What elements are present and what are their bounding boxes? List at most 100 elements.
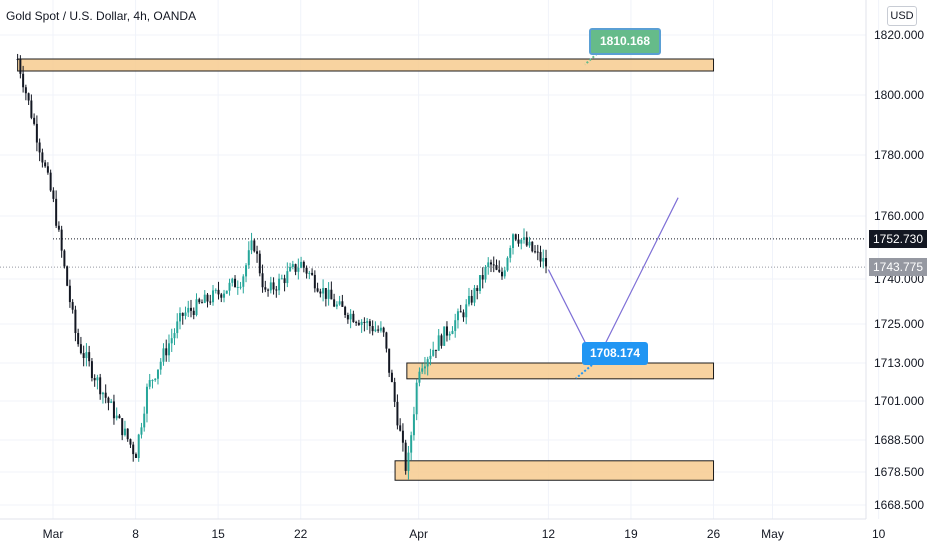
callout-pointer-1810 xyxy=(584,50,601,66)
candle-body xyxy=(234,278,237,288)
candle-body xyxy=(360,321,363,325)
candle-body xyxy=(341,301,344,307)
zone-0[interactable] xyxy=(17,58,715,72)
callout-1810[interactable]: 1810.168 xyxy=(589,28,661,55)
candle-body xyxy=(201,302,204,304)
candle-body xyxy=(154,378,157,381)
price-tick-label: 1725.000 xyxy=(874,317,925,331)
candle-body xyxy=(225,290,228,294)
candle-body xyxy=(239,286,242,288)
candle-body xyxy=(344,306,347,315)
candle-body xyxy=(99,377,102,395)
candle-body xyxy=(294,264,297,272)
candle-body xyxy=(272,282,275,290)
candle-body xyxy=(167,343,170,356)
candle-body xyxy=(134,454,137,458)
candle-body xyxy=(512,234,515,249)
candle-body xyxy=(377,329,380,331)
candle-body xyxy=(159,361,162,370)
candle-body xyxy=(300,261,303,268)
candle-body xyxy=(60,229,63,251)
candle-body xyxy=(16,59,19,60)
candle-body xyxy=(44,162,47,167)
time-tick-label: May xyxy=(761,527,784,541)
candle-body xyxy=(404,442,407,471)
candle-body xyxy=(33,117,36,124)
candle-body xyxy=(379,327,382,331)
projection-line[interactable] xyxy=(547,197,679,365)
callout-pointers xyxy=(575,50,601,380)
candle-body xyxy=(487,262,490,268)
candle-body xyxy=(286,271,289,284)
candle-body xyxy=(388,348,391,373)
candle-body xyxy=(456,311,459,321)
candle-body xyxy=(90,361,93,379)
candle-body xyxy=(267,289,270,291)
current-price-tag: 1743.775 xyxy=(869,258,927,276)
candle-body xyxy=(247,250,250,266)
candle-body xyxy=(118,415,121,419)
candle-body xyxy=(484,267,487,280)
candlestick-series xyxy=(16,53,548,480)
candle-body xyxy=(93,378,96,381)
price-level-lines xyxy=(0,238,866,268)
candle-body xyxy=(366,321,369,323)
candle-body xyxy=(470,295,473,303)
candle-body xyxy=(110,401,113,403)
callout-pointer-1708 xyxy=(575,364,593,380)
candle-body xyxy=(275,289,278,291)
candle-body xyxy=(385,332,388,349)
price-tick-label: 1760.000 xyxy=(874,209,925,223)
candle-body xyxy=(545,258,548,267)
candle-body xyxy=(112,401,115,419)
candle-body xyxy=(500,271,503,277)
candle-body xyxy=(35,123,38,143)
candle-body xyxy=(363,321,366,323)
candle-body xyxy=(437,335,440,351)
candle-body xyxy=(245,265,248,277)
candle-body xyxy=(514,234,517,240)
callout-1708[interactable]: 1708.174 xyxy=(582,342,648,365)
candle-body xyxy=(52,190,55,199)
candle-body xyxy=(264,287,267,290)
candle-body xyxy=(77,333,80,345)
candle-body xyxy=(327,289,330,299)
candle-body xyxy=(101,392,104,395)
candle-body xyxy=(368,321,371,327)
price-tick-label: 1688.500 xyxy=(874,433,925,447)
candle-body xyxy=(250,240,253,251)
candle-body xyxy=(68,285,71,303)
candle-body xyxy=(525,237,528,246)
currency-button[interactable]: USD xyxy=(887,6,917,26)
candle-body xyxy=(209,301,212,303)
candle-body xyxy=(467,295,470,305)
zone-2[interactable] xyxy=(394,460,715,481)
candle-body xyxy=(85,352,88,359)
chart-title: Gold Spot / U.S. Dollar, 4h, OANDA xyxy=(6,9,197,23)
zone-1[interactable] xyxy=(406,362,715,380)
candle-body xyxy=(322,288,325,294)
candle-body xyxy=(143,413,146,428)
candle-body xyxy=(410,435,413,453)
candle-body xyxy=(352,313,355,323)
candle-body xyxy=(308,272,311,274)
candle-body xyxy=(396,401,399,426)
candle-body xyxy=(30,100,33,118)
candle-body xyxy=(283,278,286,284)
candle-body xyxy=(162,348,165,362)
candle-body xyxy=(509,248,512,258)
time-tick-label: 26 xyxy=(706,527,721,541)
candle-body xyxy=(374,329,377,332)
candle-body xyxy=(489,262,492,265)
candle-body xyxy=(137,434,140,458)
candle-body xyxy=(335,304,338,307)
candle-body xyxy=(454,320,457,331)
candle-body xyxy=(115,415,118,419)
candle-body xyxy=(269,282,272,291)
candle-body xyxy=(542,258,545,262)
candle-body xyxy=(536,251,539,253)
candle-body xyxy=(478,275,481,292)
candle-body xyxy=(156,369,159,379)
candle-body xyxy=(123,428,126,436)
